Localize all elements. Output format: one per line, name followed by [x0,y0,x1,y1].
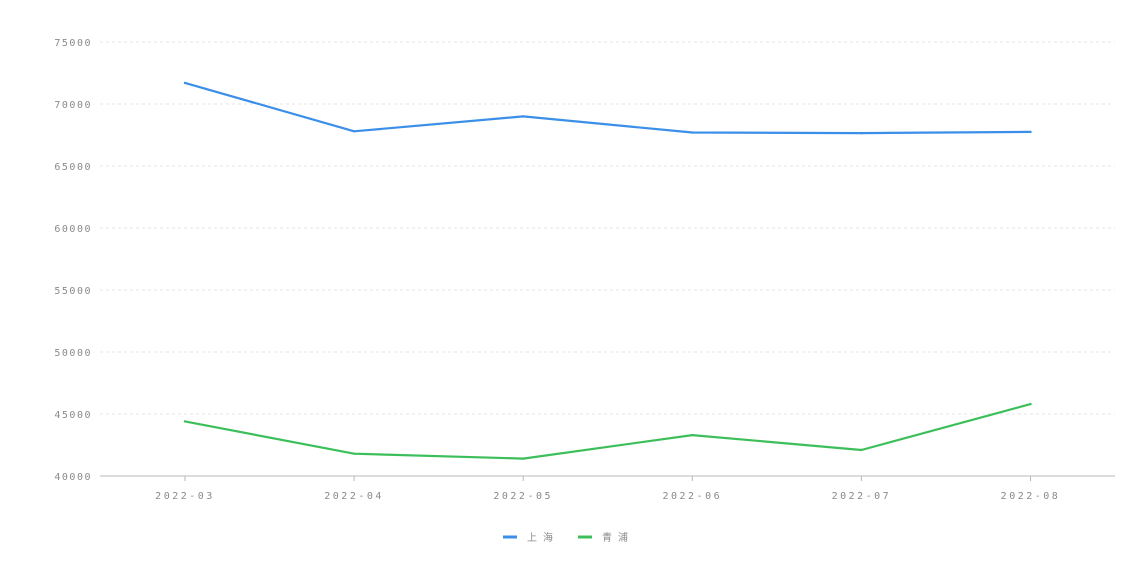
y-tick-label: 70000 [54,100,92,111]
series-layer [183,81,1032,460]
data-point [183,420,187,423]
y-tick-label: 45000 [54,410,92,421]
x-tick-label: 2022-07 [832,491,892,502]
y-tick-label: 55000 [54,286,92,297]
legend-label: 上 海 [527,531,553,544]
x-tick-label: 2022-04 [324,491,384,502]
y-tick-label: 75000 [54,38,92,49]
data-point [691,433,694,437]
series-line-0 [183,81,1032,135]
x-tick-label: 2022-03 [155,491,215,502]
x-tick-label: 2022-08 [1001,491,1061,502]
x-tick-label: 2022-06 [662,491,722,502]
x-tick-label: 2022-05 [493,491,553,502]
data-point [183,81,187,85]
y-tick-label: 65000 [54,162,92,173]
data-point [522,115,525,118]
legend-item-0[interactable]: 上 海 [503,531,553,544]
data-point [352,452,356,455]
data-point [1029,402,1032,406]
y-tick-label: 60000 [54,224,92,235]
legend-item-1[interactable]: 青 浦 [578,531,628,544]
legend[interactable]: 上 海青 浦 [503,531,628,544]
data-point [352,130,356,133]
legend-label: 青 浦 [602,531,628,544]
data-point [1029,130,1032,134]
data-point [522,457,525,460]
y-tick-label: 40000 [54,472,92,483]
series-line-1 [183,403,1032,460]
data-point [691,131,694,134]
grid-layer [100,41,1115,415]
axis-layer: 40000 45000 50000 55000 60000 65000 70000 75000… [54,38,1115,502]
data-point [860,448,863,452]
data-point [860,131,863,135]
y-tick-label: 50000 [54,348,92,359]
